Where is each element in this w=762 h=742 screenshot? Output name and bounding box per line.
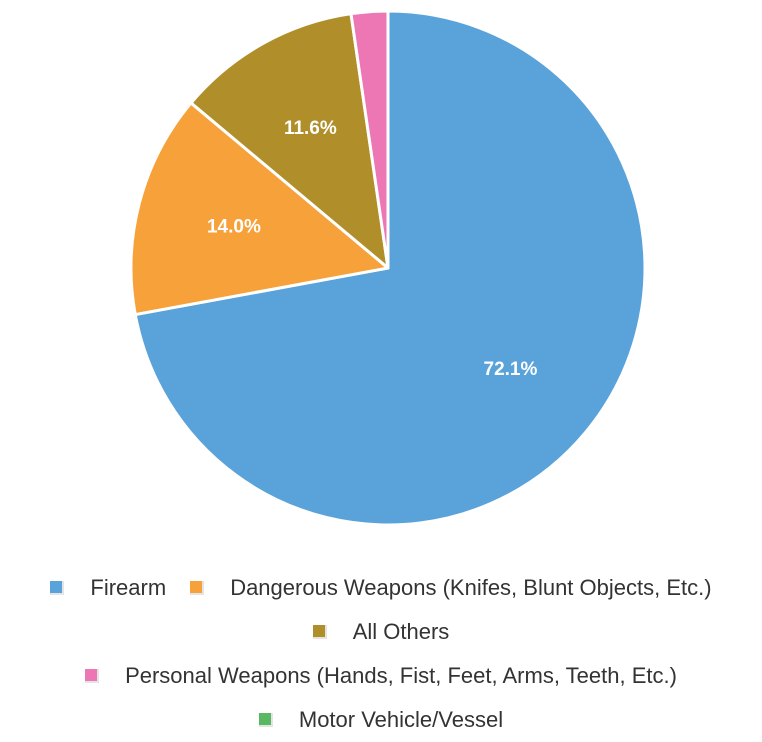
pie-slice-personal-weapons-hands-fist-feet-arms-teeth-etc[interactable] (349, 9, 390, 270)
chart-legend: Firearm Dangerous Weapons (Knifes, Blunt … (0, 566, 762, 742)
legend-item-dangerous-weapons-knifes-blunt-objects-etc[interactable]: Dangerous Weapons (Knifes, Blunt Objects… (190, 575, 712, 601)
pie-slice-firearm[interactable] (133, 9, 647, 527)
pie-slice-dangerous-weapons-knifes-blunt-objects-etc[interactable] (129, 101, 390, 317)
legend-row: All Others (0, 610, 762, 654)
legend-item-motor-vehicle-vessel[interactable]: Motor Vehicle/Vessel (258, 707, 504, 733)
legend-swatch (258, 713, 273, 727)
legend-label: Motor Vehicle/Vessel (298, 707, 504, 732)
pie-slice-all-others[interactable] (189, 12, 390, 270)
slice-label-all-others: 11.6% (284, 118, 337, 139)
legend-swatch (50, 581, 65, 595)
legend-row: Firearm Dangerous Weapons (Knifes, Blunt … (0, 566, 762, 610)
slice-label-dangerous-weapons-knifes-blunt-objects-etc: 14.0% (207, 216, 261, 237)
legend-item-personal-weapons-hands-fist-feet-arms-teeth-etc[interactable]: Personal Weapons (Hands, Fist, Feet, Arm… (85, 663, 677, 689)
slice-label-firearm: 72.1% (484, 359, 538, 380)
legend-label: Dangerous Weapons (Knifes, Blunt Objects… (230, 575, 712, 600)
pie-chart: 72.1% 14.0% 11.6% (129, 9, 647, 527)
legend-item-all-others[interactable]: All Others (312, 619, 450, 645)
legend-swatch (312, 625, 327, 639)
legend-label: Firearm (90, 575, 167, 600)
legend-row: Motor Vehicle/Vessel (0, 698, 762, 742)
legend-swatch (85, 669, 100, 683)
legend-swatch (190, 581, 205, 595)
legend-label: All Others (352, 619, 450, 644)
legend-label: Personal Weapons (Hands, Fist, Feet, Arm… (125, 663, 677, 688)
legend-item-firearm[interactable]: Firearm (50, 575, 166, 601)
legend-row: Personal Weapons (Hands, Fist, Feet, Arm… (0, 654, 762, 698)
